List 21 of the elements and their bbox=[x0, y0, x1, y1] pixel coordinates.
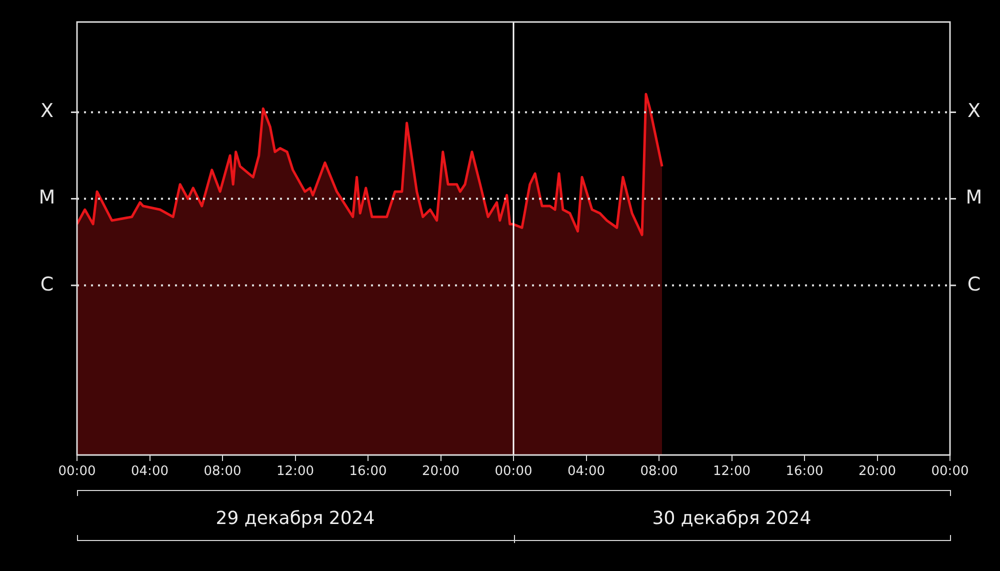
x-tick-label: 16:00 bbox=[349, 464, 387, 480]
x-tick-label: 00:00 bbox=[494, 464, 532, 480]
text: M bbox=[38, 186, 56, 209]
x-tick-label: 04:00 bbox=[131, 464, 168, 480]
x-tick-label: 00:00 bbox=[58, 464, 96, 480]
x-tick-label: 04:00 bbox=[568, 464, 605, 480]
ref-line-label: X bbox=[967, 100, 981, 122]
x-tick-label: 12:00 bbox=[276, 464, 314, 480]
x-tick-label: 20:00 bbox=[422, 464, 460, 480]
x-tick-label: 08:00 bbox=[204, 464, 242, 480]
x-tick-label: 16:00 bbox=[786, 464, 824, 480]
x-tick-label: 12:00 bbox=[713, 464, 750, 480]
x-tick-label: 20:00 bbox=[858, 464, 896, 480]
text: 30 декабря 2024 bbox=[651, 508, 812, 529]
text: 29 декабря 2024 bbox=[214, 508, 376, 529]
x-tick-label: 00:00 bbox=[931, 464, 969, 480]
x-tick-label: 08:00 bbox=[640, 464, 678, 480]
ref-line-label: M bbox=[966, 186, 982, 209]
text: C bbox=[40, 273, 54, 296]
ref-line-label: C bbox=[967, 273, 981, 296]
text: X bbox=[40, 100, 54, 122]
